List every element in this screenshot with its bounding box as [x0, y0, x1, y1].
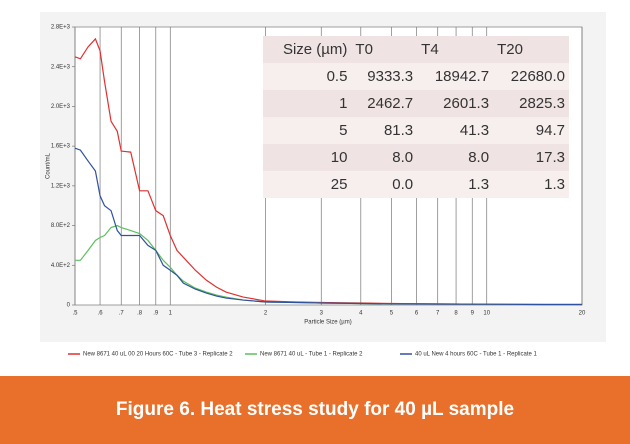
x-tick-label: 8: [454, 311, 458, 317]
y-tick-label: 4.0E+2: [51, 263, 71, 269]
y-tick-label: 1.2E+3: [51, 183, 71, 189]
x-tick-label: 7: [436, 311, 440, 317]
table-header-row: Size (µm) T0 T4 T20: [263, 36, 569, 63]
x-tick-label: 3: [320, 311, 324, 317]
caption: Figure 6. Heat stress study for 40 µL sa…: [0, 376, 630, 444]
table-cell: 8.0: [392, 149, 414, 166]
x-tick-label: 6: [415, 311, 419, 317]
y-tick-label: 0: [67, 303, 71, 309]
table-cell: 2462.7: [367, 95, 414, 112]
x-tick-label: 10: [483, 311, 490, 317]
table-cell: 0.0: [392, 176, 414, 193]
table-row: 25 0.0 1.3 1.3: [263, 171, 569, 198]
table-cell: 25: [330, 176, 348, 193]
table-header: T20: [497, 41, 523, 58]
table-row: 5 81.3 41.3 94.7: [263, 117, 569, 144]
table-cell: 9333.3: [367, 68, 414, 85]
x-tick-label: 20: [579, 311, 586, 317]
table-cell: 5: [339, 122, 348, 139]
x-axis-label: Particle Size (µm): [304, 320, 351, 326]
table-cell: 41.3: [459, 122, 490, 139]
x-tick-label: 9: [471, 311, 475, 317]
legend-label: New 8671 40 uL - Tube 1 - Replicate 2: [260, 352, 363, 358]
chart: Particle Size (µm) Count/mL .5 .6 .7 .8 .9 1 2…: [40, 12, 606, 358]
x-tick-label: .9: [153, 311, 159, 317]
x-tick-label: .8: [137, 311, 143, 317]
table-cell: 94.7: [535, 122, 565, 139]
series-line: [74, 147, 582, 306]
table-cell: 2601.3: [443, 95, 490, 112]
table-cell: 1.3: [544, 176, 565, 193]
x-tick-label: .6: [98, 311, 104, 317]
x-tick-label: 1: [169, 311, 173, 317]
table-cell: 22680.0: [510, 68, 565, 85]
table-header: Size (µm): [282, 41, 348, 58]
table-cell: 18942.7: [434, 68, 490, 85]
x-tick-label: 5: [390, 311, 394, 317]
table-header: T4: [421, 41, 439, 58]
y-tick-label: 8.0E+2: [51, 223, 71, 229]
y-axis-label: Count/mL: [46, 152, 52, 179]
table-cell: 8.0: [468, 149, 490, 166]
x-tick-label: 2: [264, 311, 268, 317]
table-cell: 10: [330, 149, 348, 166]
table-cell: 2825.3: [519, 95, 565, 112]
table-cell: 1.3: [468, 176, 490, 193]
data-table: Size (µm) T0 T4 T20 0.5 9333.3 18942.7 22680.0 1…: [263, 36, 569, 198]
table-cell: 81.3: [383, 122, 414, 139]
x-tick-label: .5: [72, 311, 78, 317]
table-cell: 1: [339, 95, 348, 112]
y-tick-label: 2.8E+3: [51, 25, 71, 31]
x-tick-label: .7: [119, 311, 125, 317]
y-tick-label: 2.0E+3: [51, 104, 71, 110]
table-row: 10 8.0 8.0 17.3: [263, 144, 569, 171]
table-header: T0: [355, 41, 373, 58]
x-tick-label: 4: [359, 311, 363, 317]
legend-label: New 8671 40 uL 00 20 Hours 60C - Tube 3 …: [83, 352, 233, 358]
legend-label: 40 uL New 4 hours 60C - Tube 1 - Replica…: [415, 352, 538, 358]
y-tick-label: 2.4E+3: [51, 64, 71, 70]
table-cell: 17.3: [535, 149, 565, 166]
y-tick-label: 1.6E+3: [51, 144, 71, 150]
table-row: 0.5 9333.3 18942.7 22680.0: [263, 63, 569, 90]
table-row: 1 2462.7 2601.3 2825.3: [263, 90, 569, 117]
table-cell: 0.5: [326, 68, 348, 85]
